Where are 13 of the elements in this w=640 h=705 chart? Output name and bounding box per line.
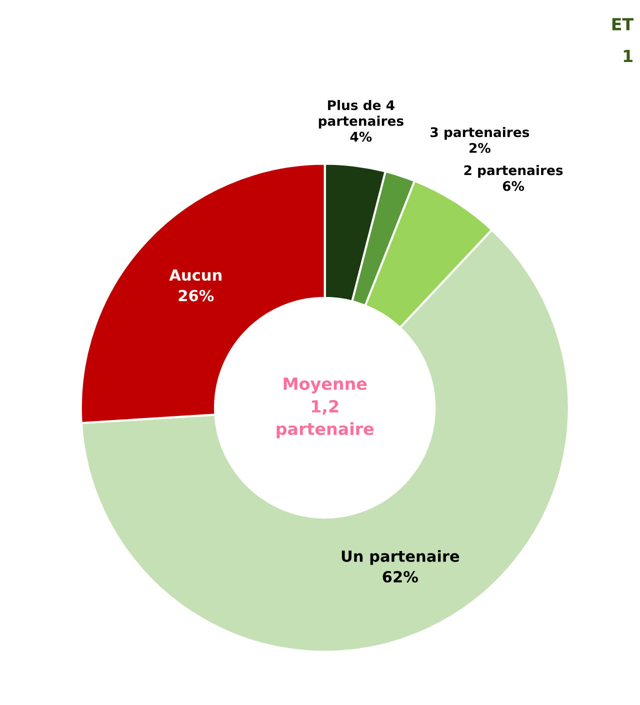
slice-label: 3 partenaires bbox=[430, 126, 530, 140]
text: 1 bbox=[624, 50, 632, 62]
slice-label: Plus de 4 partenaires bbox=[318, 100, 404, 128]
data-label: 62% bbox=[382, 570, 418, 583]
slice-label: Un partenaire bbox=[342, 550, 460, 565]
slice-label: 2 partenaires bbox=[464, 165, 563, 178]
data-label: 6% bbox=[502, 181, 524, 192]
text: Moyenne 1,2 partenaire bbox=[276, 378, 374, 438]
data-label: 4% bbox=[350, 132, 372, 142]
data-label: 2% bbox=[470, 142, 490, 153]
text: ET bbox=[612, 18, 634, 30]
slice-label: Aucun bbox=[169, 269, 222, 281]
data-label: 26% bbox=[178, 290, 214, 302]
